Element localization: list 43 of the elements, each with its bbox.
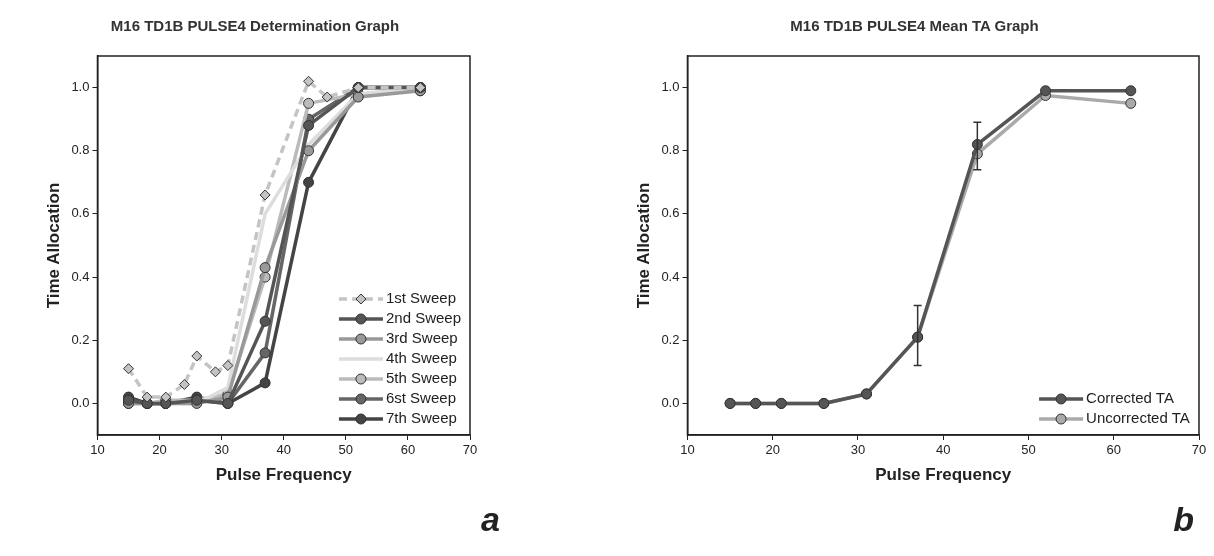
chart-title: M16 TD1B PULSE4 Determination Graph: [110, 17, 400, 35]
y-tick-label: 0.4: [661, 268, 680, 284]
x-tick-label: 30: [850, 442, 866, 458]
legend-label: Uncorrected TA: [1086, 409, 1190, 427]
text: b: [1173, 500, 1194, 539]
legend-label: 1st Sweep: [385, 289, 456, 307]
y-tick-label: 0.6: [661, 205, 680, 221]
x-tick-label: 40: [276, 442, 291, 458]
x-tick-label: 30: [214, 442, 229, 458]
y-tick-label: 1.0: [71, 79, 90, 95]
legend-label: 4th Sweep: [385, 349, 457, 367]
legend-label: 5th Sweep: [385, 369, 457, 387]
y-axis-title: Time Allocation: [43, 182, 63, 309]
y-tick-label: 0.2: [661, 331, 680, 347]
x-tick-label: 50: [1021, 442, 1036, 458]
legend-label: 6st Sweep: [385, 389, 456, 407]
x-tick-label: 60: [400, 442, 416, 458]
x-tick-label: 70: [462, 442, 478, 458]
x-axis-title: Pulse Frequency: [875, 465, 1012, 485]
y-tick-label: 0.8: [661, 142, 680, 158]
y-axis-title: Time Allocation: [633, 182, 653, 309]
y-tick-label: 0.8: [71, 142, 90, 158]
y-tick-label: 0.2: [71, 331, 90, 347]
y-tick-label: 0.4: [71, 268, 90, 284]
x-tick-label: 10: [90, 442, 105, 458]
x-tick-label: 20: [152, 442, 167, 458]
y-tick-label: 0.0: [661, 394, 680, 410]
x-axis-title: Pulse Frequency: [215, 465, 353, 485]
x-tick-label: 20: [765, 442, 780, 458]
y-tick-label: 0.6: [71, 205, 90, 221]
y-tick-label: 1.0: [661, 79, 680, 95]
x-tick-label: 40: [936, 442, 951, 458]
legend-label: Corrected TA: [1086, 389, 1174, 407]
y-tick-label: 0.0: [71, 394, 90, 410]
text: a: [481, 500, 500, 539]
chart-title: M16 TD1B PULSE4 Mean TA Graph: [790, 17, 1039, 35]
x-tick-label: 50: [338, 442, 354, 458]
x-tick-label: 10: [680, 442, 695, 458]
legend-label: 3rd Sweep: [385, 329, 458, 347]
legend-label: 7th Sweep: [385, 409, 457, 427]
x-tick-label: 70: [1191, 442, 1207, 458]
legend-label: 2nd Sweep: [385, 309, 461, 327]
x-tick-label: 60: [1106, 442, 1121, 458]
